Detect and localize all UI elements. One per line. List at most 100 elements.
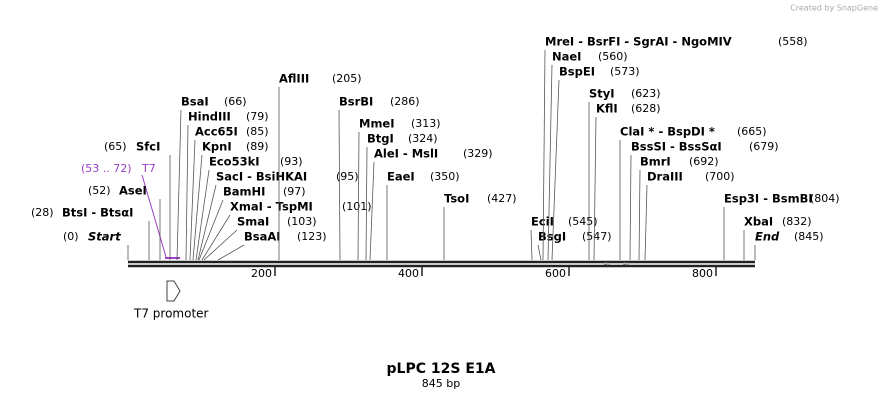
site-leader xyxy=(629,154,632,261)
site-name: EciI xyxy=(531,215,554,229)
site-name: AflIII xyxy=(279,72,309,86)
site-name: TsoI xyxy=(444,192,469,206)
site-name: SfcI xyxy=(136,140,160,154)
site-name: BsrBI xyxy=(339,95,373,109)
feature-label: T7 promoter xyxy=(133,307,209,321)
site-name: EaeI xyxy=(387,170,415,184)
site-position: (313) xyxy=(411,117,441,130)
site-name: BtgI xyxy=(367,132,394,146)
site-name: XbaI xyxy=(744,215,773,229)
site-leader xyxy=(593,116,597,261)
site-name: SacI - BsiHKAI xyxy=(216,170,307,184)
break: ≈ xyxy=(603,260,611,270)
site-position: (700) xyxy=(705,170,735,183)
site-leader xyxy=(530,229,533,261)
site-name: Esp3I - BsmBI xyxy=(724,192,813,206)
site-leader xyxy=(197,184,217,261)
site-leader xyxy=(195,169,210,261)
ruler-label: 600 xyxy=(545,267,566,280)
site-position: (324) xyxy=(408,132,438,145)
site-position: (545) xyxy=(568,215,598,228)
site-name: MmeI xyxy=(359,117,395,131)
site-position: (623) xyxy=(631,87,661,100)
site-name: BsaI xyxy=(181,95,209,109)
site-leader xyxy=(203,229,238,261)
site-position: (845) xyxy=(794,230,824,243)
site-position: (123) xyxy=(297,230,327,243)
site-name: Acc65I xyxy=(195,125,238,139)
site-leader xyxy=(542,49,546,261)
site-name: Eco53kI xyxy=(209,155,260,169)
site-position: (85) xyxy=(246,125,269,138)
site-position: (0) xyxy=(63,230,79,243)
site-position: (97) xyxy=(283,185,306,198)
site-position: (679) xyxy=(749,140,779,153)
site-name: DraIII xyxy=(647,170,683,184)
site-leader xyxy=(198,199,224,261)
site-leader xyxy=(189,139,196,261)
site-leader xyxy=(369,161,375,261)
site-position: (692) xyxy=(689,155,719,168)
site-position: (66) xyxy=(224,95,247,108)
site-name: BspEI xyxy=(559,65,595,79)
site-leader xyxy=(176,109,182,261)
site-leader xyxy=(638,169,641,261)
site-leader xyxy=(338,109,341,261)
site-position: (79) xyxy=(246,110,269,123)
site-name: BmrI xyxy=(640,155,671,169)
feature-range: (53 .. 72) xyxy=(81,162,132,175)
site-position: (93) xyxy=(280,155,303,168)
site-name: BtsI - BtsαI xyxy=(62,206,133,220)
site-position: (52) xyxy=(88,184,111,197)
ruler-label: 200 xyxy=(251,267,272,280)
site-position: (103) xyxy=(287,215,317,228)
site-leader xyxy=(644,184,648,261)
site-leader xyxy=(547,64,553,261)
site-name: AleI - MslI xyxy=(374,147,438,161)
site-name: End xyxy=(755,230,780,244)
site-leader xyxy=(185,124,189,261)
credit: Created by SnapGene xyxy=(790,4,878,13)
site-name: XmaI - TspMI xyxy=(230,200,313,214)
site-name: SmaI xyxy=(237,215,269,229)
feature-name: T7 xyxy=(141,162,156,175)
site-name: Start xyxy=(88,230,121,244)
site-position: (665) xyxy=(737,125,767,138)
site-leader xyxy=(217,244,245,261)
site-position: (573) xyxy=(610,65,640,78)
site-position: (89) xyxy=(246,140,269,153)
site-name: StyI xyxy=(589,87,615,101)
site-position: (560) xyxy=(598,50,628,63)
site-position: (832) xyxy=(782,215,812,228)
site-position: (95) xyxy=(336,170,359,183)
site-leader xyxy=(201,214,231,261)
break: ≈ xyxy=(622,260,630,270)
site-name: NaeI xyxy=(552,50,581,64)
site-position: (65) xyxy=(104,140,127,153)
site-position: (628) xyxy=(631,102,661,115)
site-position: (329) xyxy=(463,147,493,160)
ruler-label: 400 xyxy=(398,267,419,280)
site-position: (101) xyxy=(342,200,372,213)
site-name: HindIII xyxy=(188,110,231,124)
site-name: MreI - BsrFI - SgrAI - NgoMIV xyxy=(545,35,732,49)
site-name: BsgI xyxy=(538,230,566,244)
title: pLPC 12S E1A xyxy=(387,361,496,377)
site-name: AseI xyxy=(119,184,147,198)
feature-leader xyxy=(141,174,167,258)
site-position: (286) xyxy=(390,95,420,108)
site-leader xyxy=(365,146,368,261)
site-name: ClaI * - BspDI * xyxy=(620,125,715,139)
site-name: BssSI - BssSαI xyxy=(631,140,722,154)
site-name: KflI xyxy=(596,102,618,116)
site-position: (427) xyxy=(487,192,517,205)
subtitle: 845 bp xyxy=(422,377,460,390)
site-leader xyxy=(551,79,560,261)
site-position: (350) xyxy=(430,170,460,183)
site-name: BsaAI xyxy=(244,230,281,244)
site-position: (547) xyxy=(582,230,612,243)
promoter-arrow xyxy=(166,280,181,302)
site-position: (28) xyxy=(31,206,54,219)
